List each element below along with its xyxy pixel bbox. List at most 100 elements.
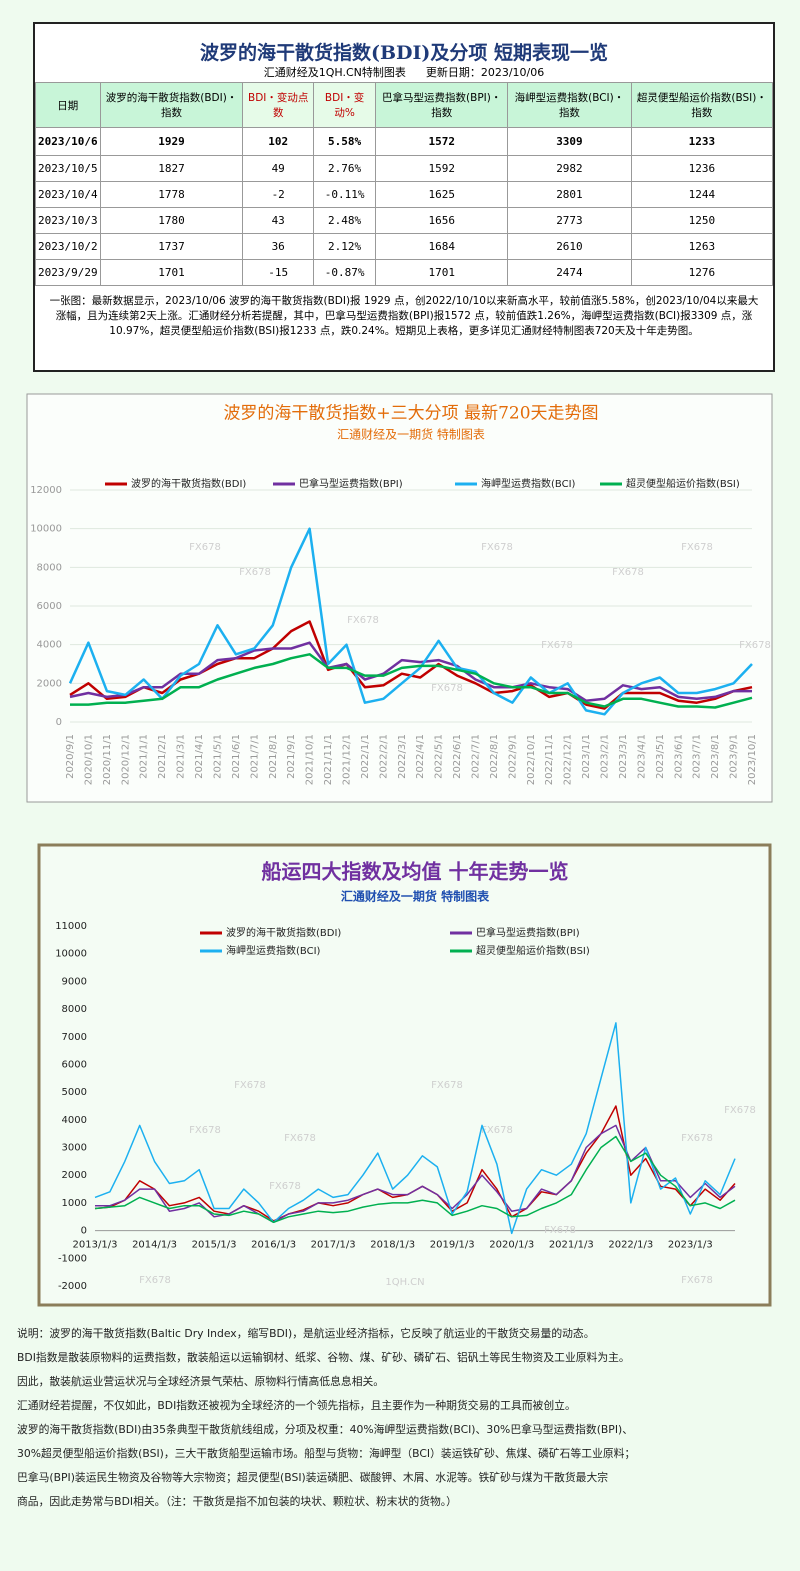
legend-label: 海岬型运费指数(BCI) bbox=[226, 944, 321, 957]
legend-label: 超灵便型船运价指数(BSI) bbox=[476, 944, 590, 957]
y-tick-label: 6000 bbox=[37, 601, 62, 612]
x-tick-label: 2023/8/1 bbox=[710, 734, 721, 779]
series-line bbox=[94, 1022, 736, 1235]
x-tick-label: 2023/6/1 bbox=[673, 734, 684, 779]
x-tick-label: 2022/11/1 bbox=[544, 734, 555, 785]
x-tick-label: 2023/2/1 bbox=[600, 734, 611, 779]
table-cell: 1827 bbox=[99, 155, 244, 182]
y-tick-label: 6000 bbox=[62, 1059, 87, 1070]
x-tick-label: 2023/7/1 bbox=[692, 734, 703, 779]
table-cell: 1701 bbox=[99, 259, 244, 286]
table-cell: 36 bbox=[242, 233, 314, 260]
header-cell: BDI・变动% bbox=[312, 82, 377, 128]
x-tick-label: 2022/1/3 bbox=[608, 1240, 653, 1251]
legend-label: 波罗的海干散货指数(BDI) bbox=[226, 926, 341, 939]
header-cell: 海岬型运费指数(BCI)・指数 bbox=[507, 82, 632, 128]
table-row: 2023/10/6 1929 102 5.58% 1572 3309 1233 bbox=[35, 127, 774, 156]
y-tick-label: -1000 bbox=[58, 1253, 87, 1264]
chart-frame bbox=[26, 393, 773, 803]
x-tick-label: 2020/11/1 bbox=[102, 734, 113, 785]
x-tick-label: 2014/1/3 bbox=[132, 1240, 177, 1251]
table-cell: -15 bbox=[242, 259, 314, 286]
series-line bbox=[95, 1124, 736, 1224]
header-cell: 超灵便型船运价指数(BSI)・指数 bbox=[630, 82, 774, 128]
table-cell: 2023/10/4 bbox=[35, 181, 101, 208]
header-cell: BDI・变动点数 bbox=[242, 82, 314, 128]
x-tick-label: 2022/1/1 bbox=[360, 734, 371, 779]
y-tick-label: 2000 bbox=[37, 678, 62, 689]
chart-subtitle: 汇通财经及一期货 特制图表 bbox=[337, 427, 485, 442]
table-row: 2023/10/5 1827 49 2.76% 1592 2982 1236 bbox=[35, 155, 774, 182]
x-tick-label: 2023/3/1 bbox=[618, 734, 629, 779]
watermark: FX678 bbox=[239, 567, 271, 578]
summary-table: 日期 波罗的海干散货指数(BDI)・指数 BDI・变动点数 BDI・变动% 巴拿马型运费… bbox=[35, 82, 774, 286]
watermark: FX678 bbox=[347, 615, 379, 626]
note: 一张图：最新数据显示，2023/10/06 波罗的海干散货指数(BDI)报 19… bbox=[49, 295, 759, 337]
x-tick-label: 2016/1/3 bbox=[251, 1240, 296, 1251]
x-tick-label: 2022/5/1 bbox=[434, 734, 445, 779]
series-line bbox=[68, 527, 753, 716]
x-tick-label: 2021/1/3 bbox=[549, 1240, 594, 1251]
x-tick-label: 2020/9/1 bbox=[65, 734, 76, 779]
x-tick-label: 2021/12/1 bbox=[341, 734, 352, 785]
x-tick-label: 2022/2/1 bbox=[378, 734, 389, 779]
x-tick-label: 2020/12/1 bbox=[120, 734, 131, 785]
table-cell: 1572 bbox=[375, 127, 509, 156]
watermark: FX678 bbox=[431, 683, 463, 694]
description-line: 说明：波罗的海干散货指数(Baltic Dry Index，缩写BDI)，是航运… bbox=[17, 1327, 595, 1340]
x-tick-label: 2022/7/1 bbox=[471, 734, 482, 779]
watermark: FX678 bbox=[284, 1133, 316, 1144]
x-tick-label: 2022/12/1 bbox=[563, 734, 574, 785]
chart-title: 船运四大指数及均值 十年走势一览 bbox=[262, 860, 569, 884]
legend-label: 海岬型运费指数(BCI) bbox=[481, 477, 576, 490]
description-line: 巴拿马(BPI)装运民生物资及谷物等大宗物资；超灵便型(BSI)装运磷肥、碳酸钾… bbox=[17, 1471, 609, 1484]
x-tick-label: 2022/9/1 bbox=[507, 734, 518, 779]
x-tick-label: 2022/4/1 bbox=[415, 734, 426, 779]
x-tick-label: 2022/8/1 bbox=[489, 734, 500, 779]
watermark: FX678 bbox=[189, 1125, 221, 1136]
x-tick-label: 2021/7/1 bbox=[249, 734, 260, 779]
header-cell: 波罗的海干散货指数(BDI)・指数 bbox=[99, 82, 244, 128]
watermark: FX678 bbox=[139, 1275, 171, 1286]
x-tick-label: 2023/1/3 bbox=[668, 1240, 713, 1251]
header-cell: 日期 bbox=[35, 82, 101, 128]
watermark: FX678 bbox=[269, 1181, 301, 1192]
y-tick-label: 8000 bbox=[62, 1004, 87, 1015]
x-tick-label: 2021/8/1 bbox=[268, 734, 279, 779]
watermark: FX678 bbox=[612, 567, 644, 578]
table-cell: 1701 bbox=[375, 259, 509, 286]
legend-label: 巴拿马型运费指数(BPI) bbox=[299, 477, 403, 490]
x-tick-label: 2023/9/1 bbox=[729, 734, 740, 779]
description-line: 汇通财经若提醒，不仅如此，BDI指数还被视为全球经济的一个领先指标，且主要作为一… bbox=[17, 1399, 576, 1412]
table-cell: -0.11% bbox=[312, 181, 377, 208]
legend-label: 超灵便型船运价指数(BSI) bbox=[626, 477, 740, 490]
table-cell: 1250 bbox=[630, 207, 774, 234]
x-tick-label: 2022/3/1 bbox=[397, 734, 408, 779]
description-line: 因此，散装航运业营运状况与全球经济景气荣枯、原物料行情高低息息相关。 bbox=[17, 1375, 385, 1388]
y-tick-label: -2000 bbox=[58, 1281, 87, 1292]
x-tick-label: 2023/1/1 bbox=[581, 734, 592, 779]
x-tick-label: 2017/1/3 bbox=[311, 1240, 356, 1251]
table-cell: 49 bbox=[242, 155, 314, 182]
y-tick-label: 5000 bbox=[62, 1087, 87, 1098]
x-tick-label: 2021/9/1 bbox=[286, 734, 297, 779]
x-tick-label: 2015/1/3 bbox=[192, 1240, 237, 1251]
series-line bbox=[70, 653, 753, 709]
x-tick-label: 2022/6/1 bbox=[452, 734, 463, 779]
x-tick-label: 2020/1/3 bbox=[489, 1240, 534, 1251]
watermark: 1QH.CN bbox=[385, 1277, 424, 1288]
table-subtitle: 汇通财经及1QH.CN特制图表 更新日期：2023/10/06 bbox=[35, 64, 773, 82]
table-cell: -0.87% bbox=[312, 259, 377, 286]
source: 汇通财经及1QH.CN特制图表 bbox=[263, 66, 406, 79]
table-cell: 2773 bbox=[507, 207, 632, 234]
y-tick-label: 2000 bbox=[62, 1170, 87, 1181]
watermark: FX678 bbox=[681, 542, 713, 553]
y-tick-label: 10000 bbox=[30, 524, 62, 535]
y-tick-label: 3000 bbox=[62, 1143, 87, 1154]
x-tick-label: 2023/4/1 bbox=[636, 734, 647, 779]
table-cell: 1929 bbox=[99, 127, 244, 156]
update-date: 更新日期：2023/10/06 bbox=[425, 66, 545, 79]
description-line: 30%超灵便型船运价指数(BSI)，三大干散货船型运输市场。船型与货物：海岬型（… bbox=[17, 1447, 636, 1460]
x-tick-label: 2021/10/1 bbox=[305, 734, 316, 785]
